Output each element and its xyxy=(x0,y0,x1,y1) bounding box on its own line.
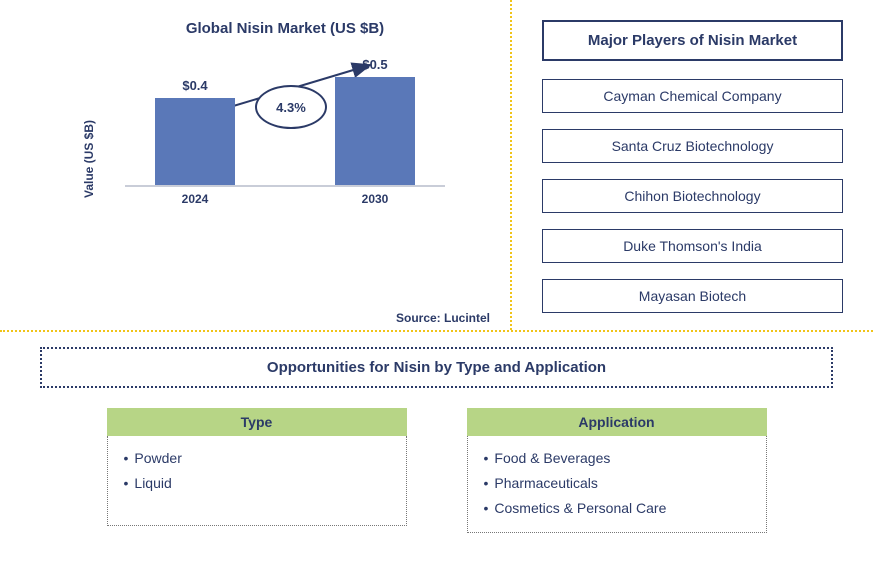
chart-title: Global Nisin Market (US $B) xyxy=(80,20,490,37)
bar: $0.4 xyxy=(155,98,235,185)
list-item: •Powder xyxy=(124,446,390,471)
column-body: •Powder•Liquid xyxy=(107,436,407,526)
bullet-icon: • xyxy=(124,475,129,491)
bullet-icon: • xyxy=(484,450,489,466)
x-tick-label: 2024 xyxy=(155,192,235,206)
opportunity-column: Application•Food & Beverages•Pharmaceuti… xyxy=(467,408,767,533)
chart-area: Value (US $B) 4.3% $0.42024$0.52030 xyxy=(80,57,490,227)
column-header: Application xyxy=(467,408,767,436)
plot-area: 4.3% $0.42024$0.52030 xyxy=(125,57,445,187)
bullet-icon: • xyxy=(484,500,489,516)
player-box: Duke Thomson's India xyxy=(542,229,843,263)
opportunities-panel: Opportunities for Nisin by Type and Appl… xyxy=(0,332,873,533)
x-tick-label: 2030 xyxy=(335,192,415,206)
opportunity-column: Type•Powder•Liquid xyxy=(107,408,407,533)
players-title: Major Players of Nisin Market xyxy=(542,20,843,61)
players-panel: Major Players of Nisin Market Cayman Che… xyxy=(512,0,873,330)
bullet-icon: • xyxy=(124,450,129,466)
bullet-icon: • xyxy=(484,475,489,491)
source-label: Source: Lucintel xyxy=(396,311,490,325)
list-item: •Liquid xyxy=(124,471,390,496)
player-box: Santa Cruz Biotechnology xyxy=(542,129,843,163)
growth-rate-value: 4.3% xyxy=(276,100,306,115)
top-row: Global Nisin Market (US $B) Value (US $B… xyxy=(0,0,873,330)
column-body: •Food & Beverages•Pharmaceuticals•Cosmet… xyxy=(467,436,767,533)
list-item: •Pharmaceuticals xyxy=(484,471,750,496)
growth-rate-badge: 4.3% xyxy=(255,85,327,129)
bar: $0.5 xyxy=(335,77,415,185)
chart-panel: Global Nisin Market (US $B) Value (US $B… xyxy=(0,0,510,330)
opportunities-title: Opportunities for Nisin by Type and Appl… xyxy=(40,347,833,388)
list-item: •Cosmetics & Personal Care xyxy=(484,496,750,521)
player-box: Cayman Chemical Company xyxy=(542,79,843,113)
player-box: Chihon Biotechnology xyxy=(542,179,843,213)
opportunities-columns: Type•Powder•LiquidApplication•Food & Bev… xyxy=(40,408,833,533)
bar-value-label: $0.5 xyxy=(335,57,415,72)
bar-value-label: $0.4 xyxy=(155,78,235,93)
list-item: •Food & Beverages xyxy=(484,446,750,471)
player-box: Mayasan Biotech xyxy=(542,279,843,313)
y-axis-label: Value (US $B) xyxy=(82,120,96,198)
players-list: Cayman Chemical Company Santa Cruz Biotec… xyxy=(542,79,843,313)
column-header: Type xyxy=(107,408,407,436)
